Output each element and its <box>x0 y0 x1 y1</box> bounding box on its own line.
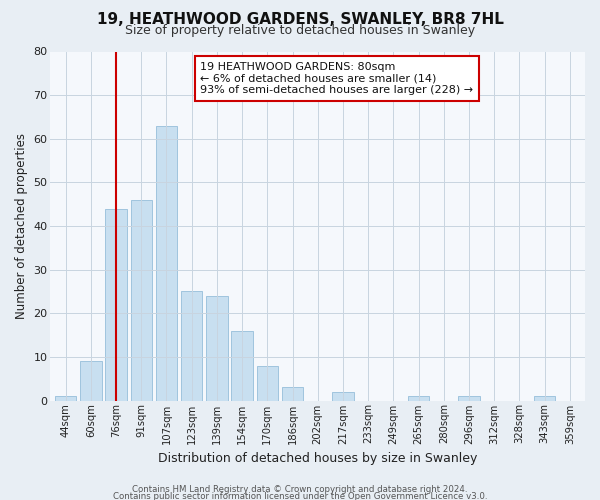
Bar <box>55 396 76 400</box>
Bar <box>282 388 303 400</box>
Bar <box>105 208 127 400</box>
Text: 19 HEATHWOOD GARDENS: 80sqm
← 6% of detached houses are smaller (14)
93% of semi: 19 HEATHWOOD GARDENS: 80sqm ← 6% of deta… <box>200 62 473 95</box>
Text: Contains public sector information licensed under the Open Government Licence v3: Contains public sector information licen… <box>113 492 487 500</box>
Bar <box>408 396 430 400</box>
Bar <box>80 361 101 401</box>
Text: 19, HEATHWOOD GARDENS, SWANLEY, BR8 7HL: 19, HEATHWOOD GARDENS, SWANLEY, BR8 7HL <box>97 12 503 28</box>
Bar <box>156 126 177 400</box>
Bar <box>232 330 253 400</box>
Bar <box>131 200 152 400</box>
Bar <box>332 392 353 400</box>
Text: Size of property relative to detached houses in Swanley: Size of property relative to detached ho… <box>125 24 475 37</box>
Bar <box>458 396 480 400</box>
Bar <box>181 292 202 401</box>
Bar <box>534 396 556 400</box>
Text: Contains HM Land Registry data © Crown copyright and database right 2024.: Contains HM Land Registry data © Crown c… <box>132 484 468 494</box>
Bar <box>206 296 227 401</box>
X-axis label: Distribution of detached houses by size in Swanley: Distribution of detached houses by size … <box>158 452 478 465</box>
Y-axis label: Number of detached properties: Number of detached properties <box>15 133 28 319</box>
Bar <box>257 366 278 400</box>
